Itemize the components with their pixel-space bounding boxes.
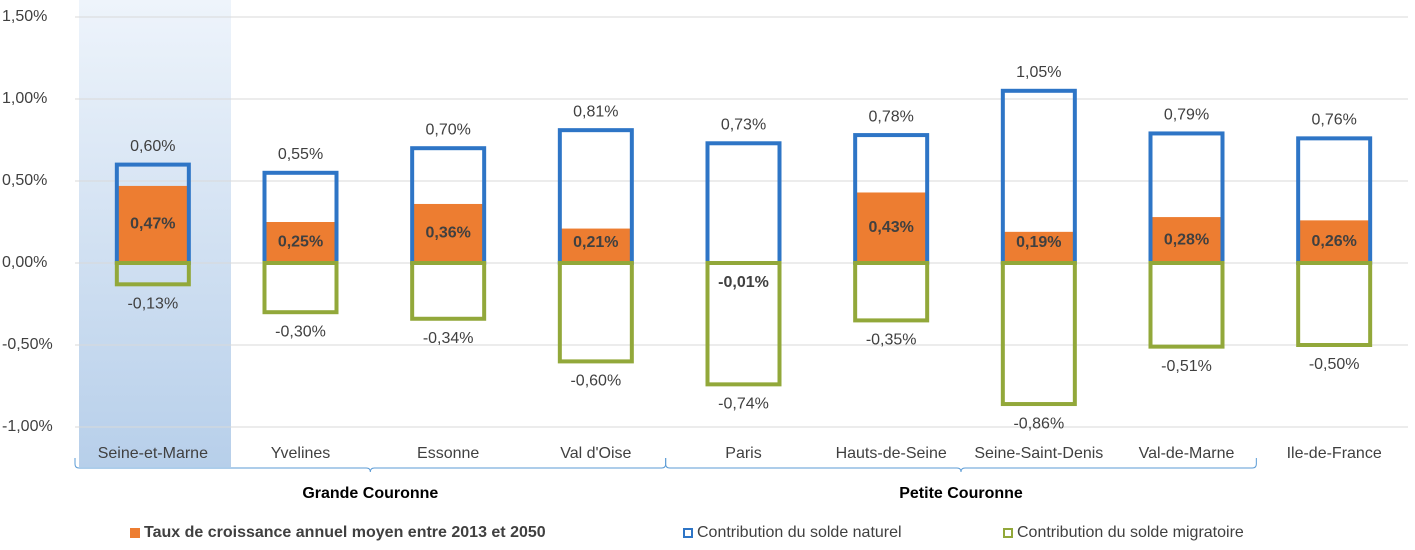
bar-outline [114,261,191,287]
legend-label: Contribution du solde naturel [697,524,902,541]
legend-swatch [1003,528,1013,538]
data-label: -0,35% [866,332,917,349]
bar [1150,217,1223,263]
data-label: 0,25% [278,234,323,251]
legend-swatch [130,528,140,538]
data-label: -0,30% [275,323,326,340]
data-label: 0,28% [1164,231,1209,248]
x-tick-label: Seine-et-Marne [98,445,208,462]
group-label: Grande Couronne [302,485,438,502]
x-tick-label: Essonne [417,445,479,462]
data-label: -0,60% [570,373,621,390]
bar-outline [705,141,782,265]
data-label: 0,81% [573,103,618,120]
y-tick-label: 0,50% [2,172,47,189]
data-label: -0,50% [1309,356,1360,373]
x-tick-label: Hauts-de-Seine [836,445,947,462]
x-tick-label: Val-de-Marne [1139,445,1235,462]
data-label: -0,74% [718,396,769,413]
data-label: 0,47% [130,216,175,233]
bar-outline [853,261,930,323]
bar-outline [410,261,487,321]
bar [1298,220,1371,263]
x-tick-label: Seine-Saint-Denis [974,445,1103,462]
x-tick-label: Ile-de-France [1287,445,1382,462]
data-label: -0,86% [1013,415,1064,432]
y-tick-label: -0,50% [2,336,53,353]
legend-label: Contribution du solde migratoire [1017,524,1244,541]
group-bracket [74,458,667,473]
x-tick-label: Val d'Oise [560,445,631,462]
bar [855,192,928,263]
data-label: 0,19% [1016,234,1061,251]
y-tick-label: 1,00% [2,90,47,107]
data-label: 0,60% [130,138,175,155]
data-label: 0,21% [573,234,618,251]
data-label: 0,79% [1164,107,1209,124]
data-label: 0,70% [425,121,470,138]
data-label: -0,34% [423,330,474,347]
bar-outline [1296,261,1373,347]
x-tick-label: Paris [725,445,761,462]
data-label: -0,13% [127,296,178,313]
group-bracket [665,458,1257,473]
legend-label: Taux de croissance annuel moyen entre 20… [144,524,546,541]
data-label: 0,55% [278,146,323,163]
bar-outline [262,261,339,315]
legend-swatch [683,528,693,538]
data-label: 0,26% [1311,233,1356,250]
bar [264,222,337,263]
bar-outline [1148,261,1225,349]
bar [116,185,189,263]
bar-outline [557,261,634,364]
data-label: 0,78% [868,108,913,125]
data-label: 0,36% [425,225,470,242]
data-label: 0,76% [1311,112,1356,129]
data-label: -0,51% [1161,358,1212,375]
bar [412,203,485,263]
bar-outline [705,261,782,387]
y-tick-label: 1,50% [2,8,47,25]
group-label: Petite Couronne [899,485,1023,502]
data-label: 0,43% [868,219,913,236]
y-tick-label: 0,00% [2,254,47,271]
data-label: 1,05% [1016,64,1061,81]
bar-outline [1000,261,1077,407]
data-label: 0,73% [721,116,766,133]
bar [559,228,632,263]
data-label: -0,01% [718,274,769,291]
x-tick-label: Yvelines [271,445,331,462]
y-tick-label: -1,00% [2,418,53,435]
bar [1002,231,1075,263]
